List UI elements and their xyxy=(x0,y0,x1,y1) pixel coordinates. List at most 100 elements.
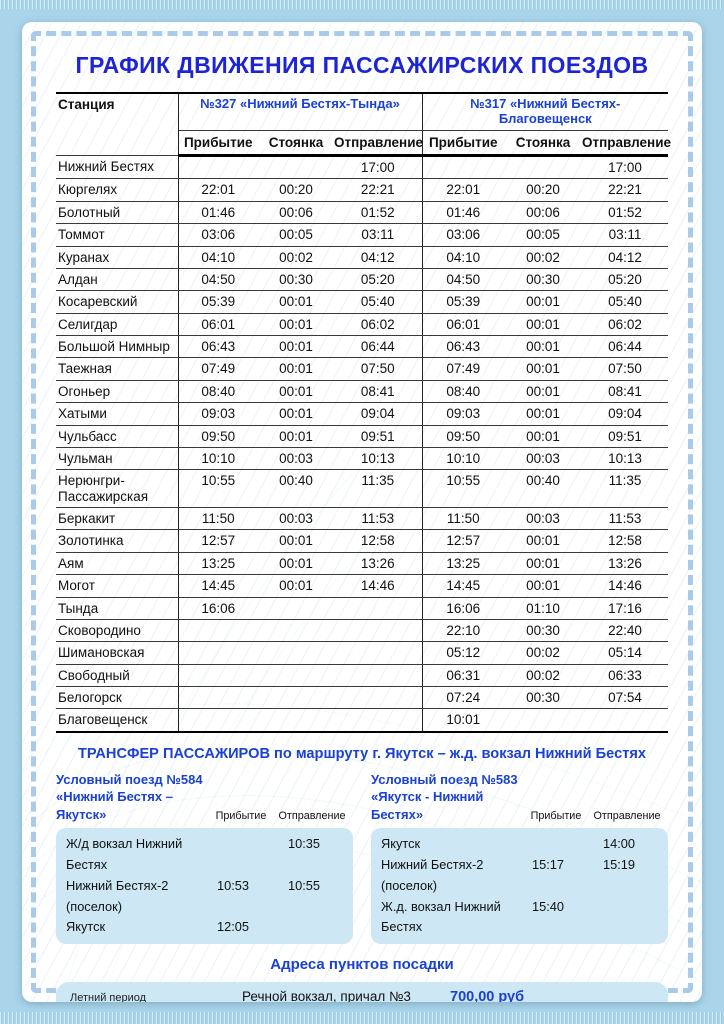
transfer-rows-583: Якутск 14:00 Нижний Бестях-2 (поселок) 1… xyxy=(371,828,668,944)
transfer-block-583: Условный поезд №583 «Якутск - Нижний Бес… xyxy=(371,771,668,944)
departure-time: 11:35 xyxy=(334,469,423,508)
departure-time xyxy=(582,708,669,733)
table-row: Хатыми 09:03 00:01 09:04 09:03 00:01 09:… xyxy=(56,402,669,426)
departure-time: 12:58 xyxy=(582,529,669,553)
departure-time: 10:13 xyxy=(334,447,423,471)
departure-time: 06:33 xyxy=(582,664,669,688)
departure-time: 05:40 xyxy=(582,290,669,314)
departure-time: 10:55 xyxy=(287,877,321,893)
station-name: Беркакит xyxy=(56,507,179,531)
departure-time xyxy=(334,686,423,710)
departure-time: 17:16 xyxy=(582,597,669,620)
arrival-time: 06:01 xyxy=(422,313,504,337)
stop-duration: 00:02 xyxy=(504,664,582,688)
stop-duration xyxy=(258,641,334,665)
period-label: Летний период с 01 июня по 14 октября xyxy=(70,992,147,1002)
stop-duration: 00:06 xyxy=(258,201,334,225)
stop-column-header: Стоянка xyxy=(504,130,582,158)
table-row: Шимановская 05:12 00:02 05:14 xyxy=(56,641,669,665)
arrival-time xyxy=(203,834,263,875)
arrival-time: 01:46 xyxy=(422,201,504,225)
stop-duration xyxy=(258,686,334,710)
arrival-time: 10:01 xyxy=(422,708,504,733)
departure-time: 09:04 xyxy=(334,402,423,426)
departure-time: 06:02 xyxy=(334,313,423,337)
departure-time: 01:52 xyxy=(582,201,669,225)
stop-duration: 00:01 xyxy=(258,335,334,359)
stop-duration: 00:01 xyxy=(258,529,334,553)
train-327-header: №327 «Нижний Бестях-Тында» xyxy=(178,91,422,131)
departure-time: 08:41 xyxy=(582,380,669,404)
departure-time: 10:35 xyxy=(287,836,321,852)
station-name: Селигдар xyxy=(56,313,179,337)
arrival-time: 04:50 xyxy=(178,268,258,292)
departure-time: 03:11 xyxy=(582,223,669,247)
departure-time: 14:46 xyxy=(582,574,669,598)
arrival-time xyxy=(178,708,258,733)
boarding-row: Летний период с 01 июня по 14 октября Ре… xyxy=(56,981,668,1002)
stop-duration: 00:20 xyxy=(258,178,334,202)
table-row: Селигдар 06:01 00:01 06:02 06:01 00:01 0… xyxy=(56,313,669,337)
arrival-column-header: Прибытие xyxy=(215,810,267,823)
station-name: Благовещенск xyxy=(56,708,179,733)
departure-time: 08:41 xyxy=(334,380,423,404)
arrival-time: 07:49 xyxy=(422,357,504,381)
arrival-time: 04:10 xyxy=(178,246,258,269)
station-name: Чульман xyxy=(56,447,179,471)
station-name: Тында xyxy=(56,597,179,620)
boarding-section: Летний период с 01 июня по 14 октября Ре… xyxy=(56,981,668,1002)
departure-time: 15:19 xyxy=(602,857,636,873)
table-row: Свободный 06:31 00:02 06:33 xyxy=(56,664,669,688)
departure-time: 17:00 xyxy=(582,155,669,180)
stop-duration: 00:01 xyxy=(504,380,582,404)
arrival-time xyxy=(518,834,578,855)
schedule-card: ГРАФИК ДВИЖЕНИЯ ПАССАЖИРСКИХ ПОЕЗДОВ Ста… xyxy=(22,22,702,1002)
departure-column-header: Отправление xyxy=(593,810,661,823)
station-name: Томмот xyxy=(56,223,179,247)
stop-duration: 00:01 xyxy=(504,357,582,381)
station-name: Косаревский xyxy=(56,290,179,314)
arrival-time: 10:53 xyxy=(216,877,250,893)
stop-duration: 00:03 xyxy=(504,507,582,531)
departure-time: 03:11 xyxy=(334,223,423,247)
table-row: Алдан 04:50 00:30 05:20 04:50 00:30 05:2… xyxy=(56,268,669,292)
poster-content: ГРАФИК ДВИЖЕНИЯ ПАССАЖИРСКИХ ПОЕЗДОВ Ста… xyxy=(22,22,702,1002)
stop-duration: 00:30 xyxy=(258,268,334,292)
transfer-row: Якутск 14:00 xyxy=(381,834,660,855)
stop-duration: 00:01 xyxy=(258,402,334,426)
station-name: Шимановская xyxy=(56,641,179,665)
transfer-block-header: Условный поезд №584 «Нижний Бестях –Якут… xyxy=(56,771,353,824)
stop-duration: 01:10 xyxy=(504,597,582,620)
arrival-time: 16:06 xyxy=(422,597,504,620)
departure-time: 17:00 xyxy=(334,155,423,180)
table-row: Чульбасс 09:50 00:01 09:51 09:50 00:01 0… xyxy=(56,425,669,448)
stop-duration: 00:02 xyxy=(504,641,582,665)
arrival-time: 09:03 xyxy=(422,402,504,426)
station-name: Якутск xyxy=(66,919,106,935)
arrival-time: 05:39 xyxy=(422,290,504,314)
arrival-time: 08:40 xyxy=(178,380,258,404)
departure-time: 10:13 xyxy=(582,447,669,471)
station-name: Могот xyxy=(56,574,179,598)
stop-duration: 00:01 xyxy=(504,529,582,553)
departure-time xyxy=(334,597,423,620)
transfer-train-name: Условный поезд №583 «Якутск - Нижний Бес… xyxy=(371,771,518,822)
departure-time: 06:44 xyxy=(582,335,669,359)
stop-duration xyxy=(504,155,582,180)
arrival-time: 04:10 xyxy=(422,246,504,269)
arrival-column-header: Прибытие xyxy=(530,810,582,823)
arrival-time: 07:49 xyxy=(178,357,258,381)
stop-duration: 00:01 xyxy=(504,574,582,598)
address-text: Речной вокзал, причал №3 ул. Новопортовс… xyxy=(242,988,411,1002)
table-row: Кюргелях 22:01 00:20 22:21 22:01 00:20 2… xyxy=(56,178,669,202)
departure-time: 13:26 xyxy=(582,552,669,576)
departure-time: 05:20 xyxy=(334,268,423,292)
stop-duration xyxy=(258,155,334,180)
station-name: Нижний Бестях-2 (поселок) xyxy=(66,877,169,914)
departure-time: 05:20 xyxy=(582,268,669,292)
station-name: Золотинка xyxy=(56,529,179,553)
stop-duration: 00:40 xyxy=(258,469,334,508)
arrival-time: 22:01 xyxy=(422,178,504,202)
arrival-time: 14:45 xyxy=(178,574,258,598)
arrival-time: 05:12 xyxy=(422,641,504,665)
